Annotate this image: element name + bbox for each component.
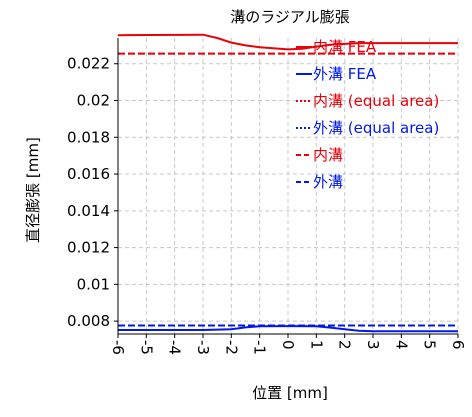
y-tick-label: 0.01 [77,275,110,293]
y-tick-label: 0.008 [67,312,110,330]
x-tick-label: -4 [166,340,184,355]
chart-title: 溝のラジアル膨張 [230,8,350,26]
y-tick-label: 0.016 [67,165,110,183]
y-tick-label: 0.012 [67,239,110,257]
legend-label: 外溝 [313,173,343,191]
x-tick-label: 6 [449,340,467,350]
legend-label: 内溝 (equal area) [313,92,439,110]
x-tick-label: -3 [194,340,212,355]
x-axis-label: 位置 [mm] [252,384,328,402]
y-axis-label: 直径膨張 [mm] [24,137,42,243]
legend-label: 内溝 FEA [313,38,377,56]
legend: 内溝 FEA 外溝 FEA 内溝 (equal area) 外溝 (equal are… [296,38,439,191]
x-tick-label: 0 [279,340,297,350]
x-tick-label: 1 [307,340,325,350]
y-tick-label: 0.018 [67,128,110,146]
x-tick-label: 5 [421,340,439,350]
tick-labels: 0.008 0.01 0.012 0.014 0.016 0.018 0.02 0.022 -6… [67,55,467,355]
legend-label: 内溝 [313,146,343,164]
y-tick-label: 0.02 [77,92,110,110]
grid [117,38,459,334]
y-tick-label: 0.014 [67,202,110,220]
series-line [117,33,458,51]
x-tick-label: -1 [251,340,269,355]
legend-label: 外溝 FEA [313,65,377,83]
legend-label: 外溝 (equal area) [313,119,439,137]
x-tick-label: -2 [222,340,240,355]
x-tick-label: 4 [392,340,410,350]
x-tick-label: -5 [137,340,155,355]
x-tick-label: -6 [109,340,127,355]
x-tick-label: 2 [336,340,354,350]
x-tick-label: 3 [364,340,382,350]
series-layer [117,33,458,333]
axes [114,38,459,338]
y-tick-label: 0.022 [67,55,110,73]
